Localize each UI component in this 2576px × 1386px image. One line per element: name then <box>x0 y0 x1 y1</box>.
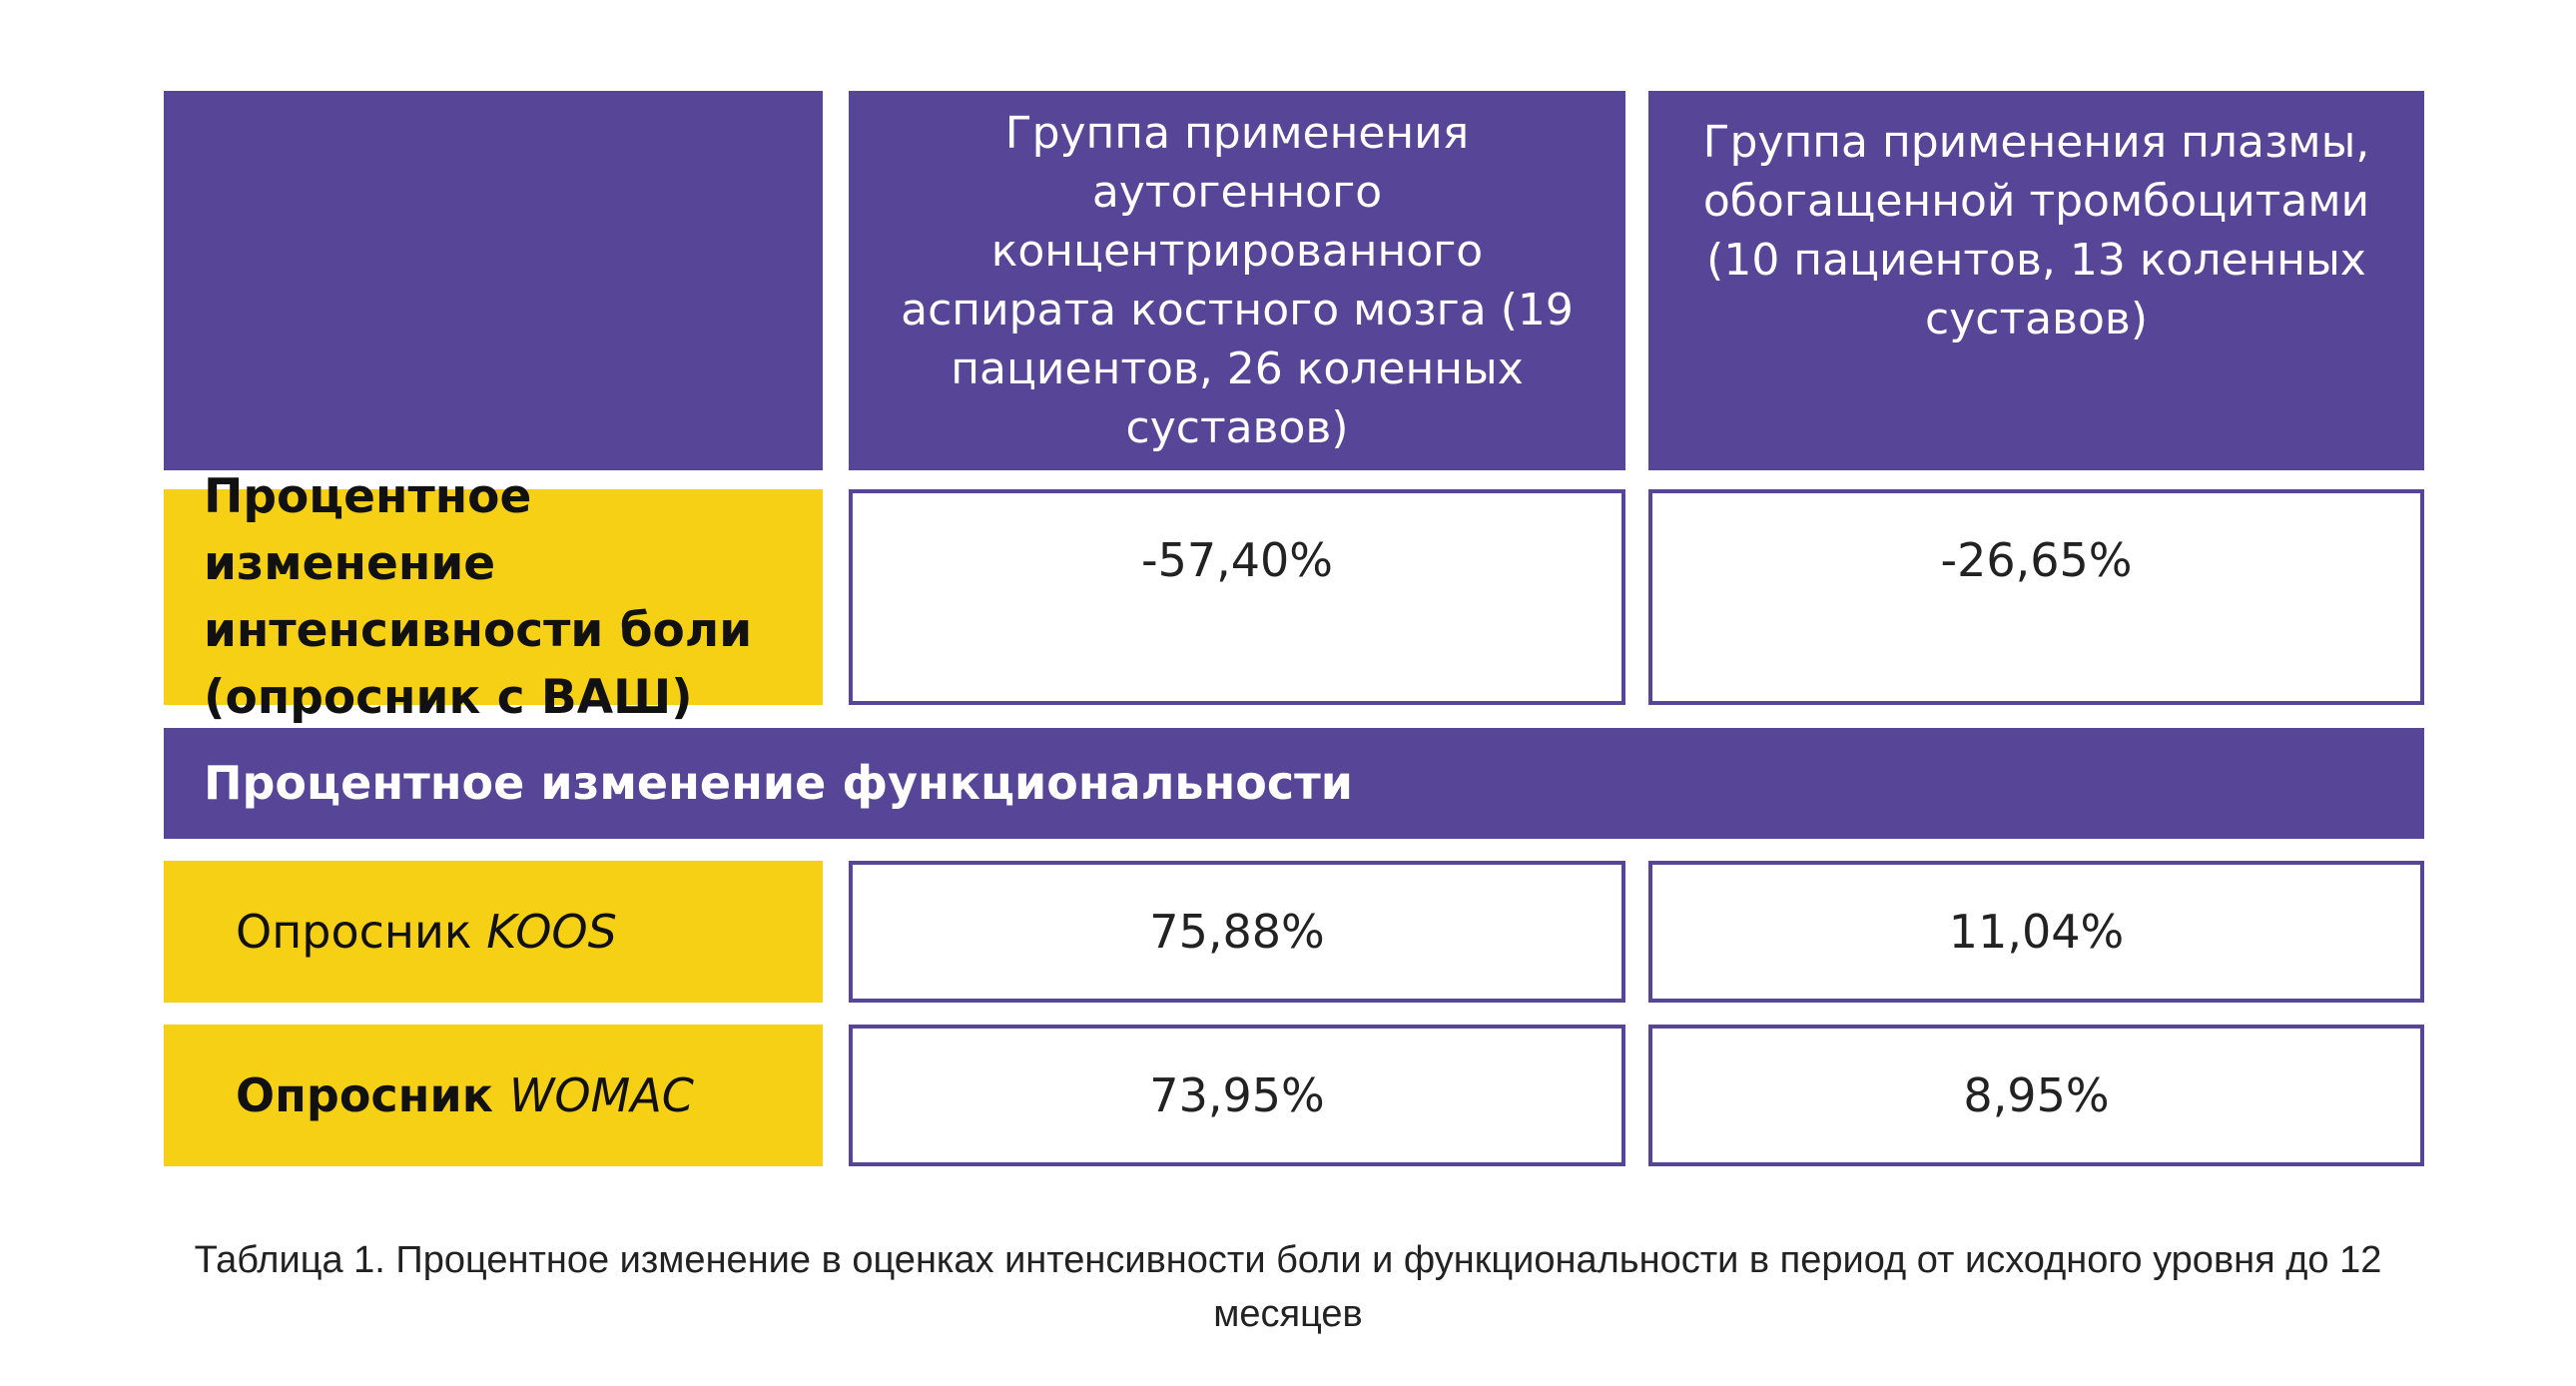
value: 8,95% <box>1963 1068 2110 1122</box>
value-cell: 8,95% <box>1648 1025 2424 1166</box>
value: -57,40% <box>1141 533 1333 587</box>
value: 75,88% <box>1149 905 1325 959</box>
value: 73,95% <box>1149 1068 1325 1122</box>
value-cell: 11,04% <box>1648 861 2424 1003</box>
value: 11,04% <box>1948 905 2125 959</box>
value-cell: -57,40% <box>849 489 1625 705</box>
value: -26,65% <box>1940 533 2133 587</box>
row-label-text: Опросник <box>236 904 472 959</box>
column-header-text: Группа применения плазмы, обогащенной тр… <box>1702 117 2370 345</box>
value-cell: 75,88% <box>849 861 1625 1003</box>
caption: Таблица 1. Процентное изменение в оценка… <box>194 1239 2382 1335</box>
row-label: Процентное изменение интенсивности боли … <box>164 469 823 725</box>
value-cell: -26,65% <box>1648 489 2424 705</box>
corner-cell <box>164 91 823 470</box>
section-header: Процентное изменение функциональности <box>164 728 2424 839</box>
value-cell: 73,95% <box>849 1025 1625 1166</box>
row-label-text: Процентное изменение интенсивности боли … <box>204 469 753 725</box>
row-label-italic: WOMAC <box>508 1067 694 1122</box>
column-header: Группа применения плазмы, обогащенной тр… <box>1648 91 2424 470</box>
column-header-text: Группа применения аутогенного концентрир… <box>901 108 1574 453</box>
row-label-text: Опросник <box>236 1067 493 1122</box>
row-label: Опросник WOMAC <box>164 1025 823 1166</box>
section-text: Процентное изменение функциональности <box>204 756 1354 810</box>
row-label: Опросник KOOS <box>164 861 823 1003</box>
row-label-italic: KOOS <box>486 904 617 959</box>
column-header: Группа применения аутогенного концентрир… <box>849 91 1625 470</box>
